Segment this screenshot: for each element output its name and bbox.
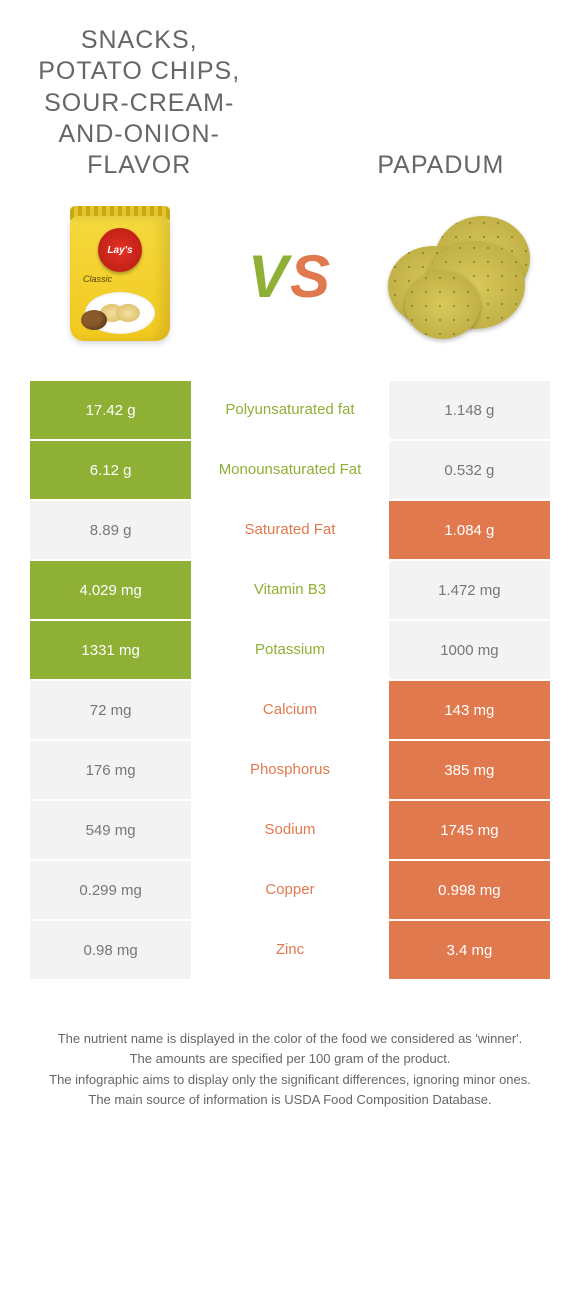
cell-right-value: 1.084 g xyxy=(389,501,550,559)
chips-logo: Lay's xyxy=(98,228,142,272)
table-row: 17.42 gPolyunsaturated fat1.148 g xyxy=(30,381,550,439)
title-right: Papadum xyxy=(332,150,550,181)
cell-nutrient-name: Monounsaturated Fat xyxy=(191,441,389,499)
table-row: 4.029 mgVitamin B31.472 mg xyxy=(30,561,550,619)
table-row: 0.98 mgZinc3.4 mg xyxy=(30,921,550,979)
table-row: 549 mgSodium1745 mg xyxy=(30,801,550,859)
vs-s: S xyxy=(290,243,332,310)
cell-right-value: 1.148 g xyxy=(389,381,550,439)
cell-nutrient-name: Zinc xyxy=(191,921,389,979)
footer-notes: The nutrient name is displayed in the co… xyxy=(30,1029,550,1110)
cell-nutrient-name: Vitamin B3 xyxy=(191,561,389,619)
table-row: 6.12 gMonounsaturated Fat0.532 g xyxy=(30,441,550,499)
right-food-image xyxy=(370,201,550,351)
chips-bag-illustration: Lay's Classic xyxy=(65,206,175,346)
table-row: 1331 mgPotassium1000 mg xyxy=(30,621,550,679)
cell-left-value: 4.029 mg xyxy=(30,561,191,619)
cell-left-value: 6.12 g xyxy=(30,441,191,499)
title-left: Snacks, potato chips, sour-cream-and-oni… xyxy=(30,25,248,181)
cell-left-value: 72 mg xyxy=(30,681,191,739)
title-row: Snacks, potato chips, sour-cream-and-oni… xyxy=(30,25,550,181)
footer-line-1: The nutrient name is displayed in the co… xyxy=(40,1029,540,1049)
cell-nutrient-name: Sodium xyxy=(191,801,389,859)
infographic-container: Snacks, potato chips, sour-cream-and-oni… xyxy=(0,0,580,1130)
chips-classic-label: Classic xyxy=(83,274,112,284)
cell-left-value: 8.89 g xyxy=(30,501,191,559)
cell-left-value: 0.299 mg xyxy=(30,861,191,919)
cell-nutrient-name: Saturated Fat xyxy=(191,501,389,559)
cell-left-value: 549 mg xyxy=(30,801,191,859)
cell-right-value: 1745 mg xyxy=(389,801,550,859)
cell-left-value: 176 mg xyxy=(30,741,191,799)
cell-nutrient-name: Potassium xyxy=(191,621,389,679)
table-row: 72 mgCalcium143 mg xyxy=(30,681,550,739)
cell-nutrient-name: Phosphorus xyxy=(191,741,389,799)
cell-nutrient-name: Polyunsaturated fat xyxy=(191,381,389,439)
cell-left-value: 17.42 g xyxy=(30,381,191,439)
footer-line-3: The infographic aims to display only the… xyxy=(40,1070,540,1090)
papadum-illustration xyxy=(380,206,540,346)
images-row: Lay's Classic VS xyxy=(30,201,550,351)
cell-nutrient-name: Copper xyxy=(191,861,389,919)
cell-right-value: 3.4 mg xyxy=(389,921,550,979)
table-row: 8.89 gSaturated Fat1.084 g xyxy=(30,501,550,559)
cell-right-value: 385 mg xyxy=(389,741,550,799)
cell-right-value: 0.532 g xyxy=(389,441,550,499)
cell-right-value: 1000 mg xyxy=(389,621,550,679)
vs-v: V xyxy=(248,243,290,310)
left-food-image: Lay's Classic xyxy=(30,201,210,351)
cell-right-value: 1.472 mg xyxy=(389,561,550,619)
vs-label: VS xyxy=(248,242,332,311)
cell-left-value: 1331 mg xyxy=(30,621,191,679)
cell-right-value: 143 mg xyxy=(389,681,550,739)
cell-left-value: 0.98 mg xyxy=(30,921,191,979)
cell-nutrient-name: Calcium xyxy=(191,681,389,739)
footer-line-2: The amounts are specified per 100 gram o… xyxy=(40,1049,540,1069)
nutrient-table: 17.42 gPolyunsaturated fat1.148 g6.12 gM… xyxy=(30,381,550,979)
table-row: 176 mgPhosphorus385 mg xyxy=(30,741,550,799)
table-row: 0.299 mgCopper0.998 mg xyxy=(30,861,550,919)
cell-right-value: 0.998 mg xyxy=(389,861,550,919)
footer-line-4: The main source of information is USDA F… xyxy=(40,1090,540,1110)
